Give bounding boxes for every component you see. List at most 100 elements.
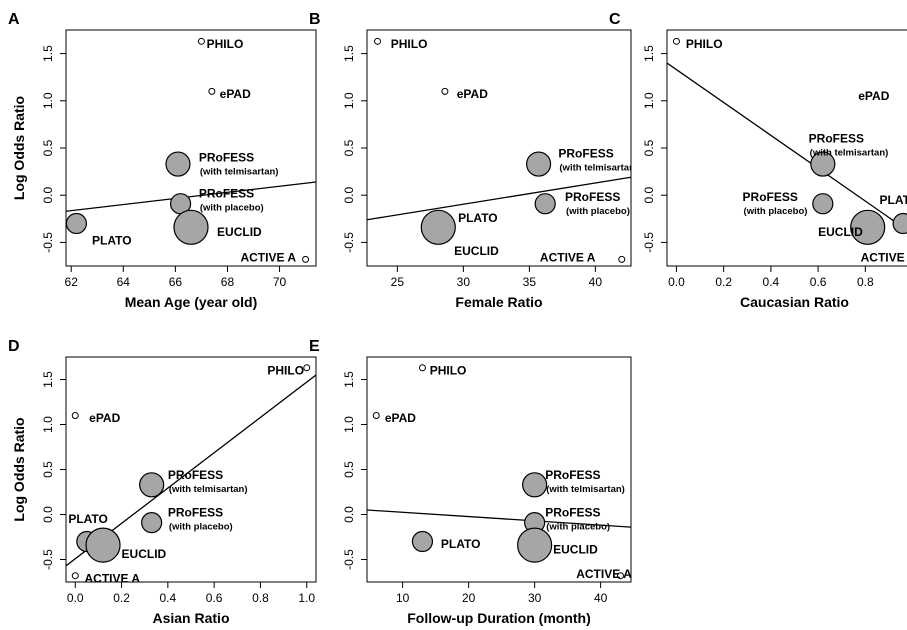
x-tick-label-d: 0.8: [252, 591, 269, 605]
point-label-c: EUCLID: [818, 225, 863, 239]
data-region-e: PHILO ePAD PRoFESS (with telmisartan) PRoFES…: [367, 364, 632, 581]
panel-letter-c: C: [609, 11, 621, 28]
x-axis-title-b: Female Ratio: [455, 294, 542, 310]
y-tick-label-d: 1.0: [41, 416, 55, 433]
y-tick-label-c: 1.5: [642, 45, 656, 62]
x-tick-label-c: 0.6: [810, 275, 827, 289]
point-label-d: PLATO: [68, 512, 108, 526]
x-tick-label-d: 0.2: [113, 591, 130, 605]
point-label-d: PRoFESS: [168, 468, 223, 482]
y-tick-label-e: 1.0: [342, 416, 356, 433]
regression-line-a: [66, 181, 316, 212]
bubble-active-a-e: [616, 572, 624, 580]
bubble-profess-with-placebo-d: [141, 511, 163, 534]
x-axis-title-d: Asian Ratio: [152, 610, 229, 626]
panel-b: B -0.5 0.0 0.5 1.0 1.5 25 30 35 40 Female Ratio PHI…: [309, 11, 638, 310]
bubble-euclid-d: [85, 527, 121, 563]
bubble-profess-with-telmisartan-e: [522, 472, 548, 498]
x-tick-label-c: 0.4: [763, 275, 780, 289]
bubble-epad-b: [441, 87, 449, 95]
bubble-euclid-b: [420, 209, 456, 245]
y-tick-label-a: 0.0: [41, 187, 55, 204]
x-tick-label-a: 66: [169, 275, 183, 289]
y-axis-title-d: Log Odds Ratio: [11, 417, 27, 521]
x-tick-label-e: 30: [528, 591, 542, 605]
bubble-philo-a: [197, 37, 205, 45]
point-label-d: PHILO: [267, 364, 304, 378]
bubble-profess-with-telmisartan-d: [139, 472, 165, 498]
x-tick-label-d: 1.0: [298, 591, 315, 605]
bubble-epad-e: [372, 412, 380, 419]
data-region-a: PHILO ePAD PRoFESS (with telmisartan) PRoFES…: [66, 37, 316, 265]
point-label-d: PRoFESS: [168, 506, 223, 520]
x-tick-label-e: 40: [594, 591, 608, 605]
x-tick-label-d: 0.0: [67, 591, 84, 605]
point-label-e: PLATO: [441, 537, 481, 551]
x-axis-title-c: Caucasian Ratio: [740, 294, 849, 310]
point-sublabel-a: (with placebo): [200, 202, 264, 213]
x-tick-label-b: 25: [391, 275, 405, 289]
data-region-d: PHILO ePAD PRoFESS (with telmisartan) PRoFES…: [66, 364, 316, 582]
y-tick-label-b: 0.0: [342, 187, 356, 204]
x-tick-label-b: 30: [457, 275, 471, 289]
bubble-active-a-b: [618, 255, 626, 263]
point-label-a: PRoFESS: [199, 186, 254, 200]
point-label-c: ACTIVE A: [861, 251, 907, 265]
point-label-e: ACTIVE A: [576, 567, 632, 581]
bubble-euclid-a: [173, 209, 209, 245]
point-label-e: PHILO: [430, 364, 467, 378]
bubble-profess-with-placebo-b: [534, 193, 556, 215]
y-tick-label-a: -0.5: [41, 232, 55, 253]
point-label-c: PHILO: [686, 37, 723, 51]
bubble-plato-a: [66, 212, 88, 235]
point-label-a: PLATO: [92, 234, 132, 248]
x-tick-label-e: 10: [396, 591, 410, 605]
bubble-profess-with-telmisartan-a: [165, 151, 191, 177]
point-label-b: PLATO: [458, 211, 498, 225]
bubble-philo-b: [374, 37, 382, 45]
point-label-a: EUCLID: [217, 225, 262, 239]
point-sublabel-b: (with telmisartan): [559, 163, 638, 174]
x-tick-label-d: 0.4: [160, 591, 177, 605]
bubble-epad-a: [208, 87, 216, 95]
bubble-philo-e: [418, 364, 426, 372]
regression-line-c: [667, 62, 907, 231]
point-label-d: ePAD: [89, 411, 120, 425]
point-label-c: PRoFESS: [743, 190, 798, 204]
point-sublabel-e: (with telmisartan): [546, 484, 625, 495]
y-tick-label-e: 0.0: [342, 506, 356, 523]
bubble-euclid-e: [517, 527, 553, 563]
point-label-a: ACTIVE A: [240, 251, 296, 265]
y-tick-label-b: 1.5: [342, 45, 356, 62]
point-label-c: PLATO: [880, 193, 907, 207]
regression-line-e: [367, 509, 631, 528]
data-region-c: PHILO ePAD PRoFESS (with telmisartan) PRoFES…: [667, 37, 907, 265]
point-label-e: EUCLID: [553, 543, 598, 557]
x-axis-title-a: Mean Age (year old): [125, 294, 258, 310]
y-tick-label-d: 0.5: [41, 461, 55, 478]
bubble-active-a-a: [302, 255, 310, 263]
y-axis-title-a: Log Odds Ratio: [11, 96, 27, 200]
bubble-epad-d: [71, 412, 79, 419]
y-tick-label-a: 0.5: [41, 139, 55, 156]
x-tick-label-d: 0.6: [206, 591, 223, 605]
y-tick-label-b: 1.0: [342, 92, 356, 109]
panel-letter-d: D: [8, 338, 20, 355]
regression-line-b: [367, 176, 631, 221]
x-tick-label-c: 0.8: [857, 275, 874, 289]
y-tick-label-c: 0.0: [642, 187, 656, 204]
bubble-profess-with-placebo-c: [812, 193, 834, 215]
x-tick-label-a: 64: [117, 275, 131, 289]
panel-d: D -0.5 0.0 0.5 1.0 1.5 Log Odds Ratio 0.0 0.2 0.4…: [8, 338, 317, 626]
bubble-philo-d: [303, 364, 311, 372]
point-label-e: PRoFESS: [545, 506, 600, 520]
y-tick-label-e: -0.5: [342, 549, 356, 570]
point-label-c: ePAD: [858, 89, 889, 103]
panel-letter-e: E: [309, 338, 320, 355]
panel-a: A -0.5 0.0 0.5 1.0 1.5 Log Odds Ratio 62 64 66 68 7…: [8, 11, 317, 310]
y-tick-label-e: 1.5: [342, 371, 356, 388]
point-label-e: ePAD: [385, 411, 416, 425]
y-tick-label-c: 0.5: [642, 139, 656, 156]
